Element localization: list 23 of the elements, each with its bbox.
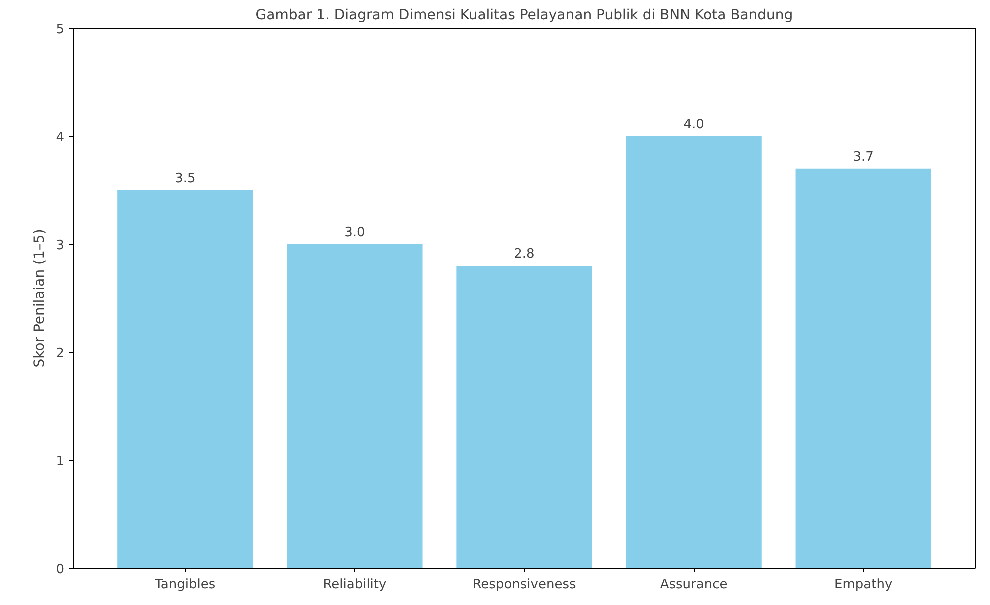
x-tick-label: Responsiveness <box>472 578 576 592</box>
bar <box>118 190 254 568</box>
bar <box>287 244 423 568</box>
data-label: 3.0 <box>344 226 366 240</box>
y-tick-label: 3 <box>56 238 65 254</box>
y-tick-label: 1 <box>56 454 65 470</box>
x-tick-label: Assurance <box>660 578 728 592</box>
bar <box>796 168 932 568</box>
x-tick-label: Reliability <box>323 578 388 592</box>
data-label: 2.8 <box>514 247 535 262</box>
chart-title: Gambar 1. Diagram Dimensi Kualitas Pelayanan Publik di BNN Kota Bandung <box>256 8 794 24</box>
y-tick-label: 2 <box>56 346 65 362</box>
data-label: 4.0 <box>684 118 704 132</box>
bar <box>456 266 592 568</box>
y-tick-label: 5 <box>56 22 65 38</box>
y-axis-title: Skor Penilaian (1–5) <box>32 229 48 368</box>
data-label: 3.7 <box>853 150 874 165</box>
data-label: 3.5 <box>175 172 196 186</box>
x-tick-label: Empathy <box>834 578 893 592</box>
bar <box>626 136 762 568</box>
y-tick-label: 0 <box>56 562 65 578</box>
x-tick-label: Tangibles <box>154 578 216 592</box>
y-tick-label: 4 <box>56 130 65 146</box>
